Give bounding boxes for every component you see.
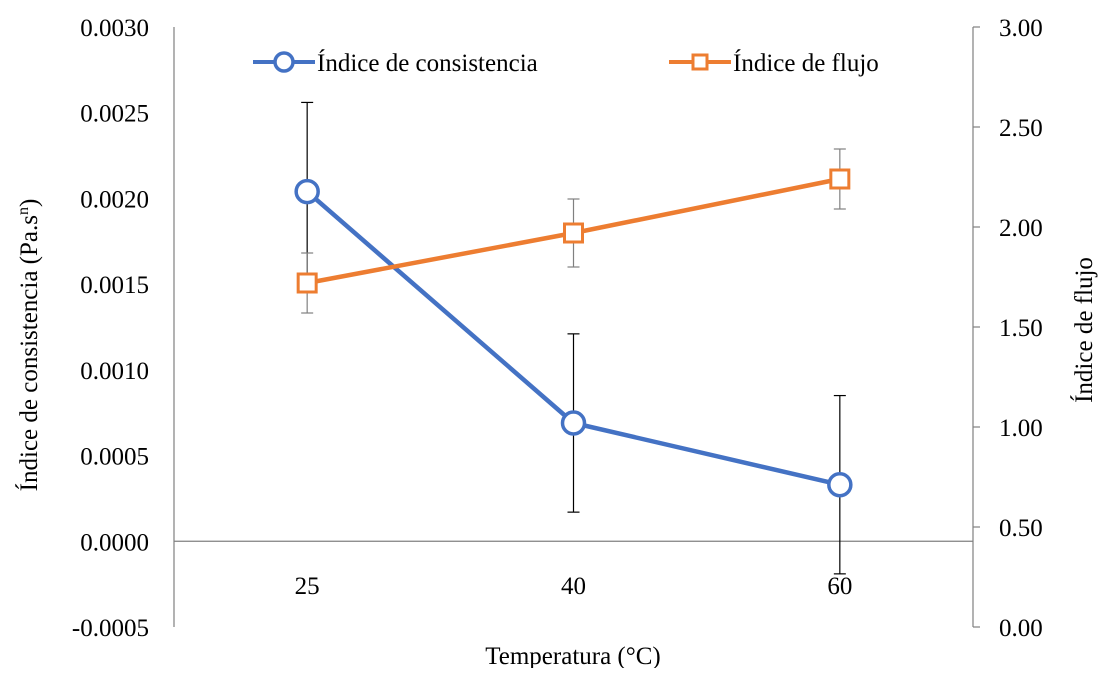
flow-point — [298, 274, 316, 292]
y-tick-label: 0.0030 — [80, 15, 149, 42]
consistency-point — [563, 412, 585, 434]
y2-tick-label: 1.00 — [999, 415, 1043, 442]
consistency-point — [296, 181, 318, 203]
x-tick-label: 40 — [561, 573, 586, 600]
y2-tick-label: 0.50 — [999, 515, 1043, 542]
y-tick-label: 0.0005 — [80, 444, 149, 471]
y2-tick-label: 2.00 — [999, 215, 1043, 242]
y-axis-title-sup: n — [15, 207, 32, 215]
y2-tick-label: 2.50 — [999, 115, 1043, 142]
legend: Índice de consistencia Índice de flujo — [253, 49, 879, 77]
axes-layer — [174, 27, 980, 627]
y-tick-label: 0.0025 — [80, 101, 149, 128]
x-tick-label: 60 — [827, 573, 852, 600]
flow-point — [831, 170, 849, 188]
x-tick-label: 25 — [295, 573, 320, 600]
ticks-layer: 0.00300.00250.00200.00150.00100.00050.00… — [72, 15, 1043, 642]
y-tick-label: 0.0000 — [80, 529, 149, 556]
y-tick-label: 0.0020 — [80, 186, 149, 213]
consistency-point — [829, 474, 851, 496]
y2-tick-label: 0.00 — [999, 615, 1043, 642]
y-axis-title: Índice de consistencia (Pa.sn) — [15, 199, 43, 492]
y2-tick-label: 1.50 — [999, 315, 1043, 342]
y-tick-label: 0.0010 — [80, 358, 149, 385]
x-axis-title: Temperatura (°C) — [485, 643, 661, 668]
y-axis-title-close: ) — [16, 199, 43, 207]
legend-flow-marker — [693, 55, 707, 69]
flow-point — [565, 224, 583, 242]
legend-consistency-marker — [275, 53, 293, 71]
y-axis-title-main: Índice de consistencia (Pa.s — [15, 215, 43, 491]
y-tick-label: -0.0005 — [72, 615, 149, 642]
legend-consistency-label: Índice de consistencia — [317, 49, 538, 77]
y2-axis-title: Índice de flujo — [1070, 257, 1098, 403]
legend-flow-label: Índice de flujo — [733, 49, 879, 77]
y-tick-label: 0.0015 — [80, 272, 149, 299]
errorbar-layer — [301, 102, 846, 573]
y2-tick-label: 3.00 — [999, 15, 1043, 42]
